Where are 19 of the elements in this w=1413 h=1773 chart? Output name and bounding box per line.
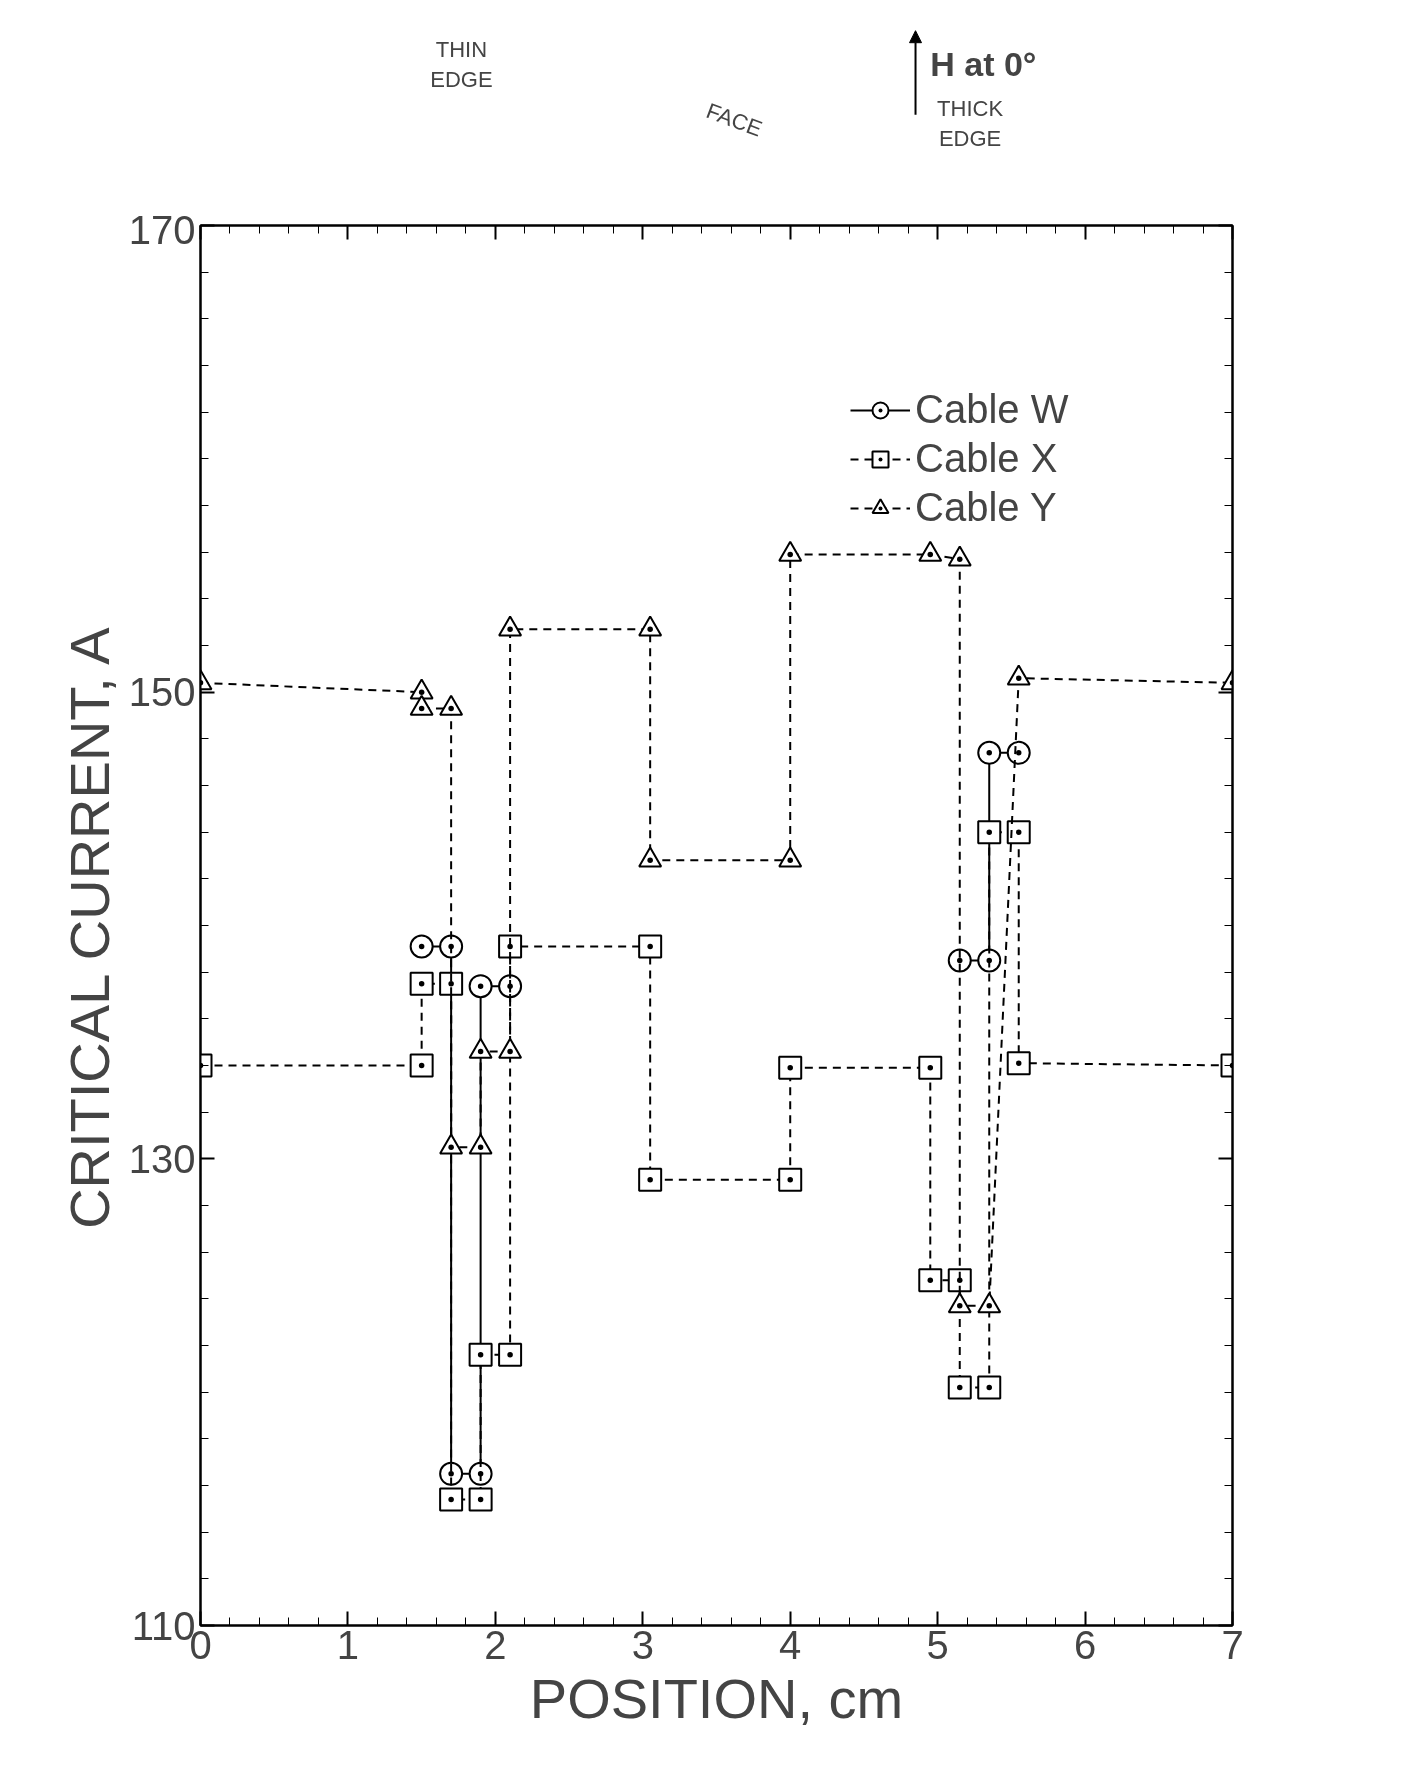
text: FACE [702,97,766,142]
x-tick-label: 2 [484,1622,507,1667]
text: THICK EDGE [937,95,1004,151]
legend-label: Cable Y [915,485,1057,530]
x-tick-label: 5 [926,1622,949,1667]
x-axis-title: POSITION, cm [529,1666,904,1730]
x-tick-label: 3 [631,1622,654,1667]
x-tick-label: 1 [336,1622,360,1667]
text: THIN EDGE [430,36,493,92]
x-tick-label: 6 [1073,1622,1097,1667]
y-tick-label: 150 [128,670,196,715]
x-tick-label: 4 [779,1622,802,1667]
legend-label: Cable W [915,387,1069,432]
y-tick-label: 170 [128,207,196,252]
legend-label: Cable X [915,436,1058,481]
x-tick-label: 7 [1221,1622,1244,1667]
y-tick-label: 130 [128,1136,196,1181]
y-axis-title: CRITICAL CURRENT, A [57,626,121,1229]
text: H at 0° [930,45,1037,84]
